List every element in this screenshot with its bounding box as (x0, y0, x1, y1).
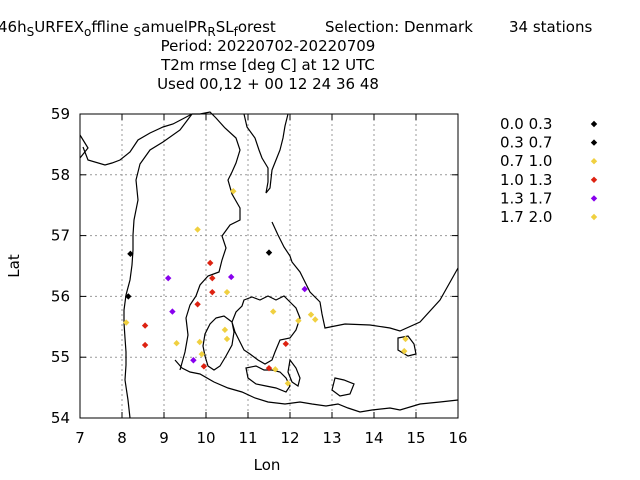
data-point (207, 259, 214, 267)
data-point (173, 340, 180, 347)
legend-marker (590, 120, 598, 128)
data-point (125, 293, 132, 300)
y-tick-label: 56 (51, 287, 70, 305)
data-point (194, 301, 201, 308)
data-point (282, 340, 289, 348)
data-point (272, 366, 279, 373)
data-point (194, 226, 201, 233)
coastline-jutland (123, 111, 241, 419)
legend-marker (590, 195, 598, 202)
data-point (221, 326, 229, 334)
data-point (141, 322, 149, 329)
x-tick-label: 16 (448, 429, 467, 447)
legend-marker (590, 158, 598, 165)
data-point (284, 380, 292, 387)
title-line-2: Period: 20220702-20220709 (161, 37, 376, 55)
x-tick-label: 15 (406, 429, 425, 447)
title-selection: Selection: Denmark (325, 18, 473, 36)
data-point (196, 338, 203, 346)
data-point (307, 311, 315, 318)
legend: 0.0 0.30.3 0.70.7 1.01.0 1.31.3 1.71.7 2… (500, 115, 598, 226)
data-point (401, 347, 408, 355)
data-point (209, 288, 216, 296)
data-point (223, 335, 231, 343)
coastline-islands (202, 295, 417, 397)
legend-label: 0.7 1.0 (500, 152, 552, 170)
data-point (198, 350, 205, 358)
x-tick-label: 13 (322, 429, 341, 447)
legend-label: 1.0 1.3 (500, 171, 552, 189)
x-tick-label: 10 (196, 429, 215, 447)
data-point (270, 308, 277, 315)
coastline-sweden (243, 113, 459, 332)
y-tick-label: 55 (51, 348, 70, 366)
legend-label: 1.3 1.7 (500, 189, 552, 207)
title-line-3: T2m rmse [deg C] at 12 UTC (160, 56, 375, 74)
coastline (79, 111, 459, 419)
axis-ticks: 7 8 9 10 11 12 13 14 15 16 54 55 56 57 58 59 (51, 105, 468, 447)
title-station-count: 34 stations (509, 18, 592, 36)
plot-frame (79, 113, 459, 419)
x-axis-label: Lon (254, 456, 281, 474)
x-tick-label: 8 (117, 429, 127, 447)
legend-marker (590, 176, 598, 183)
coastline-norway (79, 113, 193, 166)
y-tick-label: 59 (51, 105, 70, 123)
data-point (295, 317, 302, 324)
title-line-4: Used 00,12 + 00 12 24 36 48 (157, 75, 379, 93)
x-tick-label: 12 (280, 429, 299, 447)
grid (80, 114, 458, 418)
data-point (200, 363, 208, 370)
chart-title: 46hSURFEXoffline SamuelPRRSLforest Select… (0, 18, 592, 93)
data-point (301, 285, 308, 293)
x-tick-label: 7 (75, 429, 85, 447)
x-tick-label: 14 (364, 429, 383, 447)
title-line-1: 46hSURFEXoffline SamuelPRRSLforest (0, 18, 276, 39)
data-point (265, 364, 273, 372)
y-tick-label: 57 (51, 227, 70, 245)
data-point (265, 249, 273, 256)
x-tick-label: 9 (159, 429, 169, 447)
data-point (123, 319, 130, 326)
data-point (127, 250, 134, 258)
data-point (165, 274, 172, 282)
data-point (230, 188, 237, 195)
legend-label: 0.0 0.3 (500, 115, 552, 133)
data-point (228, 273, 235, 281)
x-tick-label: 11 (238, 429, 257, 447)
y-tick-label: 54 (51, 409, 70, 427)
data-point (169, 308, 176, 315)
coastline-germany (174, 359, 459, 413)
data-point (190, 357, 197, 364)
y-axis-label: Lat (5, 254, 23, 278)
data-point (141, 341, 149, 349)
legend-label: 0.3 0.7 (500, 134, 552, 152)
data-points (123, 188, 409, 387)
legend-marker (590, 213, 598, 221)
data-point (312, 316, 319, 323)
legend-label: 1.7 2.0 (500, 208, 552, 226)
y-tick-label: 58 (51, 166, 70, 184)
data-point (402, 335, 409, 343)
data-point (209, 274, 216, 282)
legend-marker (590, 139, 598, 146)
data-point (223, 288, 231, 296)
